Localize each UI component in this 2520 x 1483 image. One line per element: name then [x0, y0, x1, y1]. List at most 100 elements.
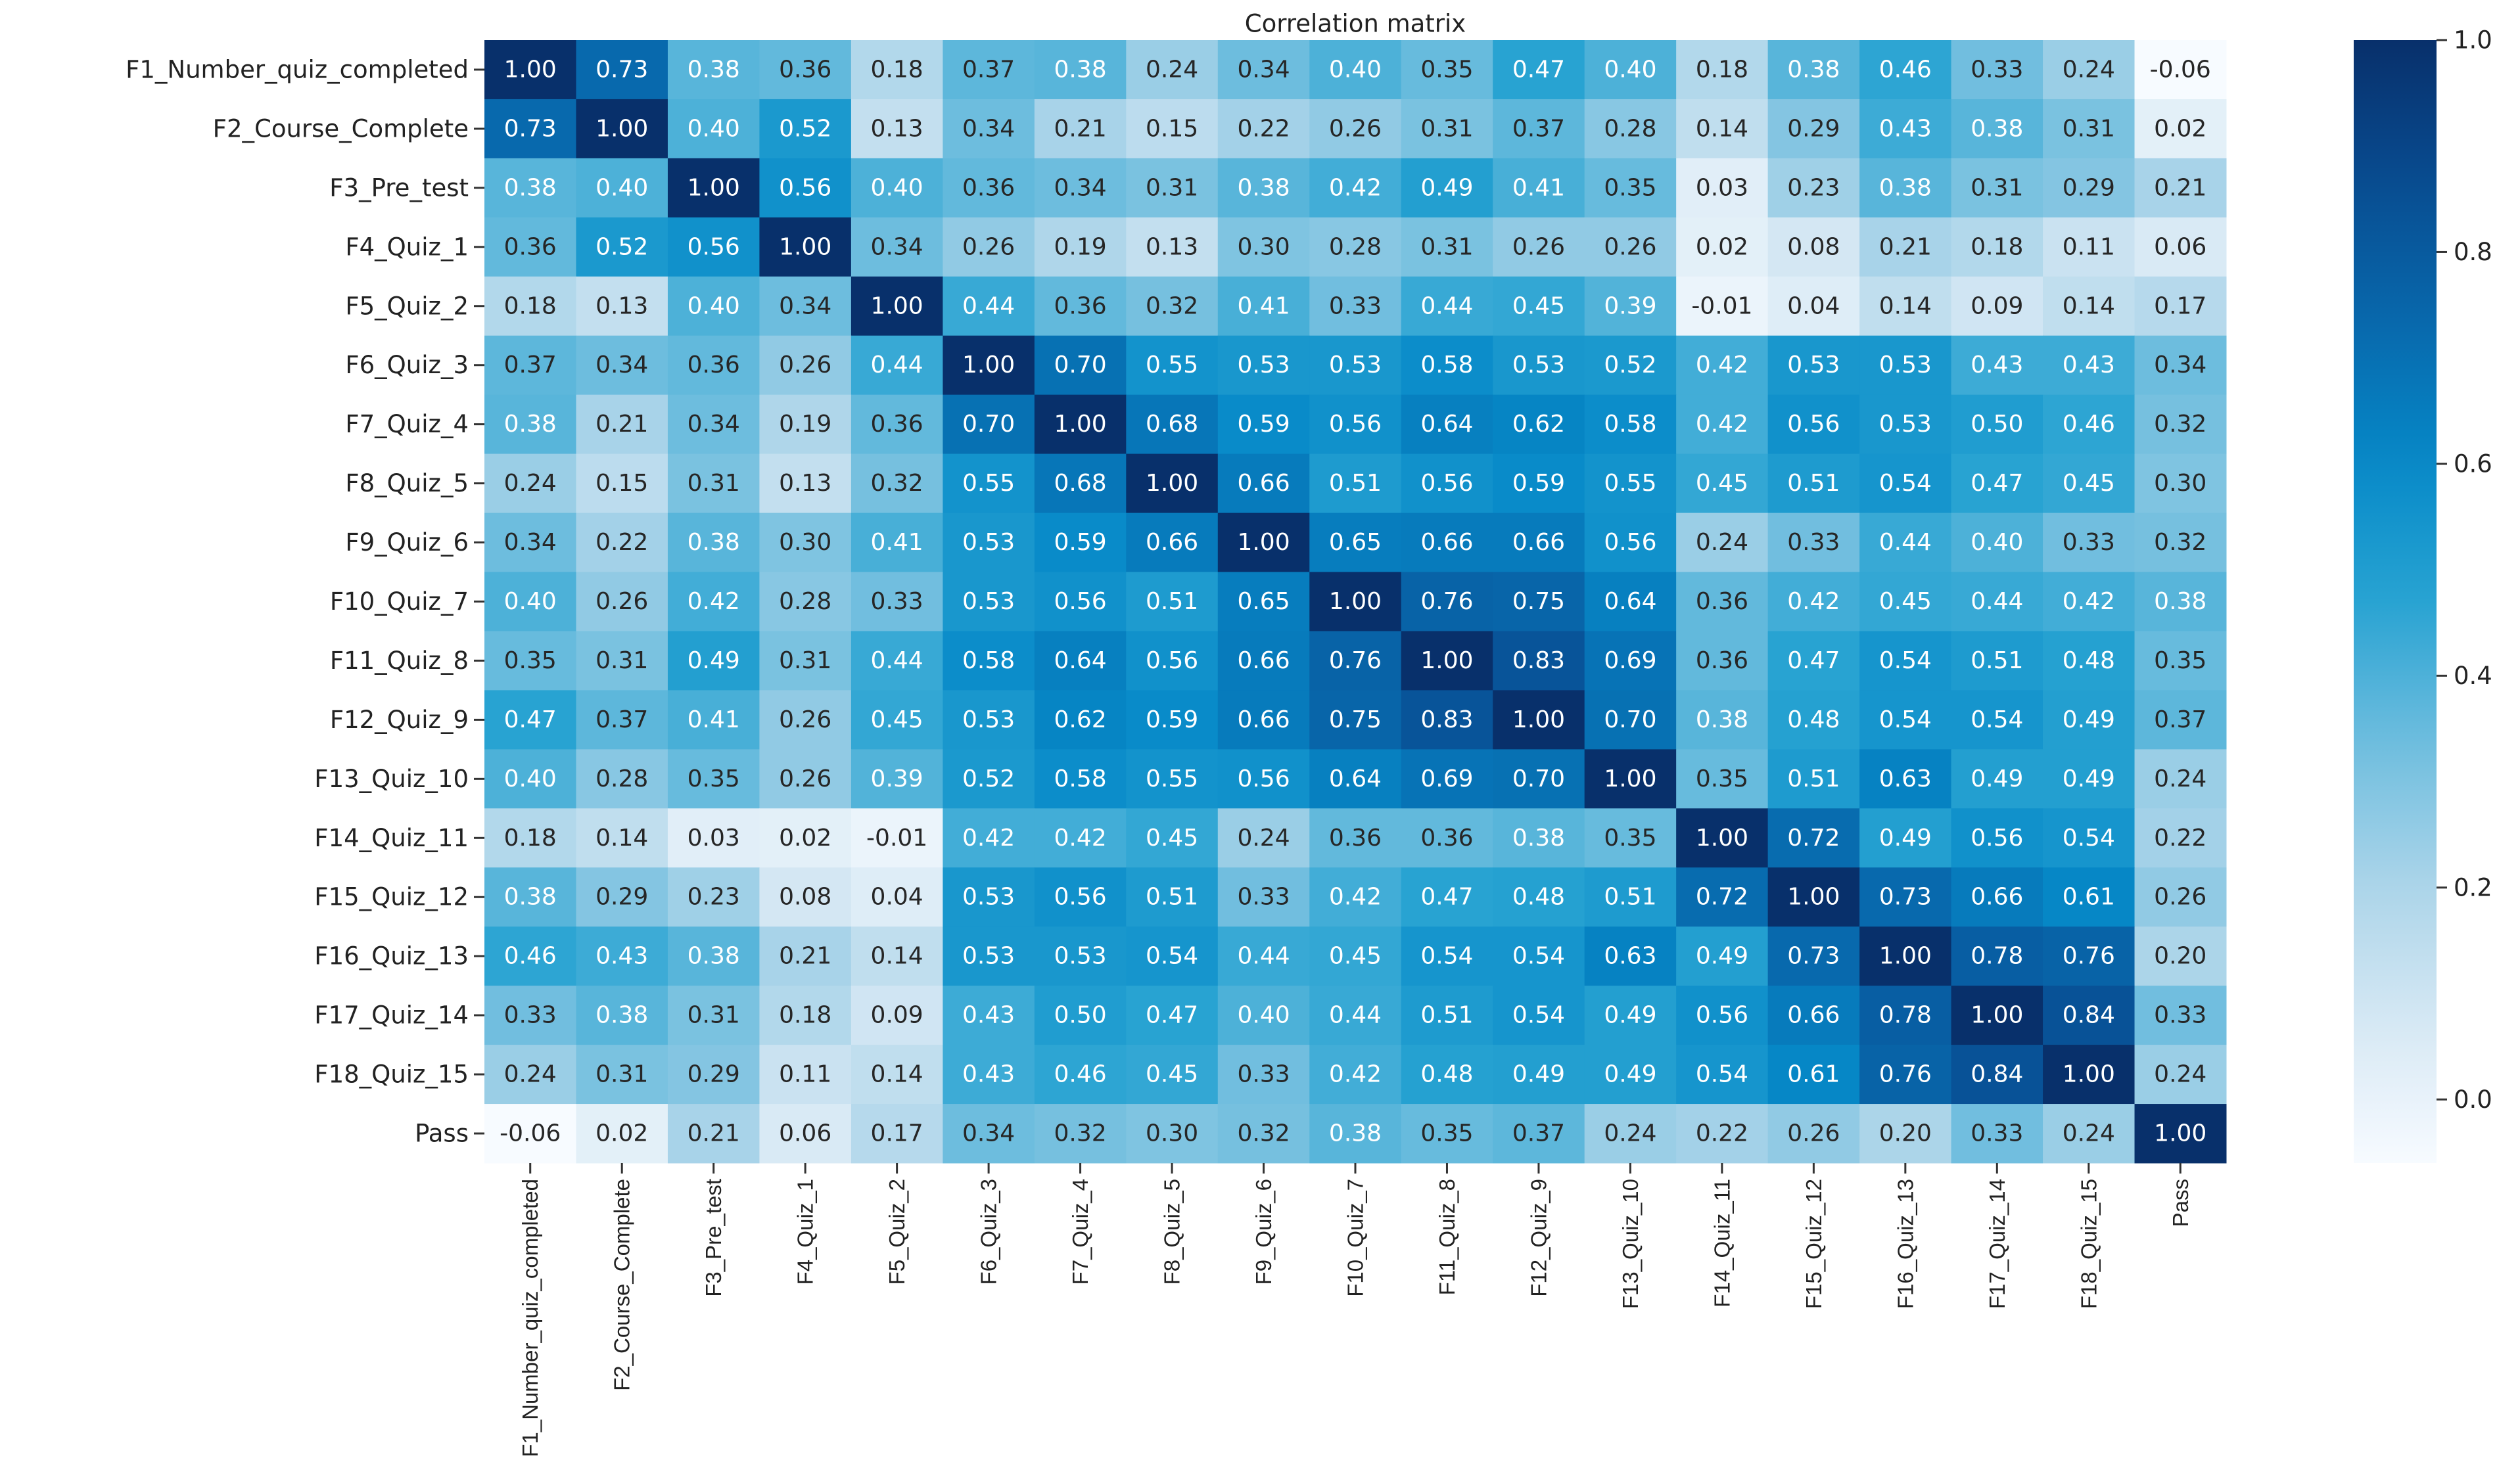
- heatmap-cell: [484, 99, 576, 159]
- heatmap-cell: [759, 158, 852, 218]
- heatmap-cell: [943, 1104, 1035, 1164]
- heatmap-cell: [759, 986, 852, 1045]
- cell-label: 0.26: [1604, 233, 1656, 260]
- cell-label: 0.26: [779, 765, 831, 792]
- heatmap-cell: [1034, 335, 1127, 396]
- cell-label: 0.38: [1512, 825, 1565, 852]
- heatmap-cell: [1859, 217, 1952, 277]
- cell-label: 0.31: [1420, 233, 1473, 260]
- cell-label: 0.45: [1512, 292, 1565, 319]
- cell-label: 0.33: [2154, 1002, 2206, 1029]
- heatmap-cell: [484, 572, 576, 631]
- cell-label: 0.54: [1420, 943, 1473, 970]
- heatmap-cell: [1951, 986, 2043, 1045]
- cell-label: 0.49: [1971, 765, 2023, 792]
- cell-label: 0.76: [1420, 588, 1473, 615]
- cell-label: 0.31: [1146, 174, 1198, 201]
- x-tick-label: F2_Course_Complete: [610, 1179, 634, 1391]
- heatmap-cell: [2043, 99, 2135, 159]
- heatmap-cell: [2134, 453, 2227, 514]
- heatmap-cell: [484, 986, 576, 1045]
- heatmap-cell: [1584, 513, 1677, 573]
- heatmap-cell: [484, 276, 576, 336]
- y-tick-label: F3_Pre_test: [329, 173, 469, 202]
- cell-label: 0.15: [595, 470, 648, 497]
- heatmap-cell: [484, 335, 576, 396]
- cell-label: 0.76: [1329, 647, 1382, 674]
- cell-label: 0.70: [1604, 706, 1656, 733]
- cell-label: 0.26: [2154, 884, 2206, 911]
- heatmap-cell: [1859, 513, 1952, 573]
- heatmap-cell: [1951, 690, 2043, 750]
- heatmap-cell: [1217, 1045, 1310, 1105]
- heatmap-cell: [667, 1104, 760, 1164]
- cell-label: 0.24: [2154, 765, 2206, 792]
- cell-label: 0.24: [504, 470, 557, 497]
- cell-label: 0.72: [1696, 884, 1748, 911]
- heatmap-cell: [1676, 276, 1769, 336]
- heatmap-cell: [1676, 217, 1769, 277]
- heatmap-cell: [1126, 690, 1219, 750]
- heatmap-cell: [1584, 158, 1677, 218]
- cell-label: 0.49: [1696, 943, 1748, 970]
- cell-label: 0.34: [962, 1120, 1015, 1147]
- cell-label: 0.47: [1787, 647, 1840, 674]
- heatmap-cell: [1493, 1045, 1585, 1105]
- cell-label: 0.49: [1604, 1002, 1656, 1029]
- cell-label: 0.21: [1879, 233, 1932, 260]
- heatmap-cell: [1584, 690, 1677, 750]
- cell-label: 0.53: [962, 884, 1015, 911]
- colorbar: [2354, 40, 2437, 1163]
- heatmap-cell: [1859, 1104, 1952, 1164]
- heatmap-cell: [2043, 40, 2135, 100]
- y-tick-label: F15_Quiz_12: [314, 883, 469, 911]
- cell-label: 0.46: [1879, 56, 1932, 83]
- cell-label: 0.37: [1512, 115, 1565, 142]
- cell-label: 0.47: [1420, 884, 1473, 911]
- heatmap-cell: [1217, 690, 1310, 750]
- colorbar-tick-label: 0.4: [2454, 662, 2492, 690]
- heatmap-cell: [1493, 631, 1585, 691]
- cell-label: 0.40: [1237, 1002, 1290, 1029]
- cell-label: 0.51: [1146, 884, 1198, 911]
- heatmap-cell: [667, 335, 760, 396]
- y-tick-label: F4_Quiz_1: [345, 233, 469, 261]
- heatmap-cell: [2134, 749, 2227, 809]
- cell-label: 0.72: [1787, 825, 1840, 852]
- cell-label: 0.66: [1237, 706, 1290, 733]
- cell-label: 0.14: [595, 825, 648, 852]
- cell-label: 0.45: [871, 706, 923, 733]
- heatmap-cell: [1951, 749, 2043, 809]
- cell-label: 0.51: [1420, 1002, 1473, 1029]
- heatmap-cell: [1676, 453, 1769, 514]
- cell-label: 0.38: [688, 56, 740, 83]
- cell-label: -0.06: [500, 1120, 561, 1147]
- heatmap-cell: [1951, 453, 2043, 514]
- heatmap-cell: [1493, 99, 1585, 159]
- cell-label: 1.00: [1237, 529, 1290, 556]
- heatmap-cell: [943, 453, 1035, 514]
- heatmap-cell: [1767, 453, 1860, 514]
- heatmap-cell: [1676, 631, 1769, 691]
- cell-label: 0.28: [595, 765, 648, 792]
- heatmap-cell: [759, 1045, 852, 1105]
- cell-label: 0.54: [1512, 943, 1565, 970]
- heatmap-cell: [1309, 217, 1402, 277]
- heatmap-cell: [1493, 394, 1585, 455]
- heatmap-cell: [1401, 867, 1493, 927]
- heatmap-cell: [1401, 513, 1493, 573]
- heatmap-cell: [851, 808, 943, 868]
- cell-label: -0.01: [866, 825, 927, 852]
- heatmap-cell: [1401, 572, 1493, 631]
- cell-label: 0.38: [1237, 174, 1290, 201]
- x-tick-label: F16_Quiz_13: [1893, 1179, 1917, 1309]
- cell-label: 0.06: [2154, 233, 2206, 260]
- heatmap-cell: [2134, 572, 2227, 631]
- heatmap-cell: [851, 867, 943, 927]
- cell-label: 0.43: [962, 1061, 1015, 1088]
- heatmap-cell: [943, 867, 1035, 927]
- cell-label: 0.21: [595, 411, 648, 438]
- heatmap-cell: [759, 394, 852, 455]
- heatmap-cell: [1859, 40, 1952, 100]
- cell-label: 0.49: [688, 647, 740, 674]
